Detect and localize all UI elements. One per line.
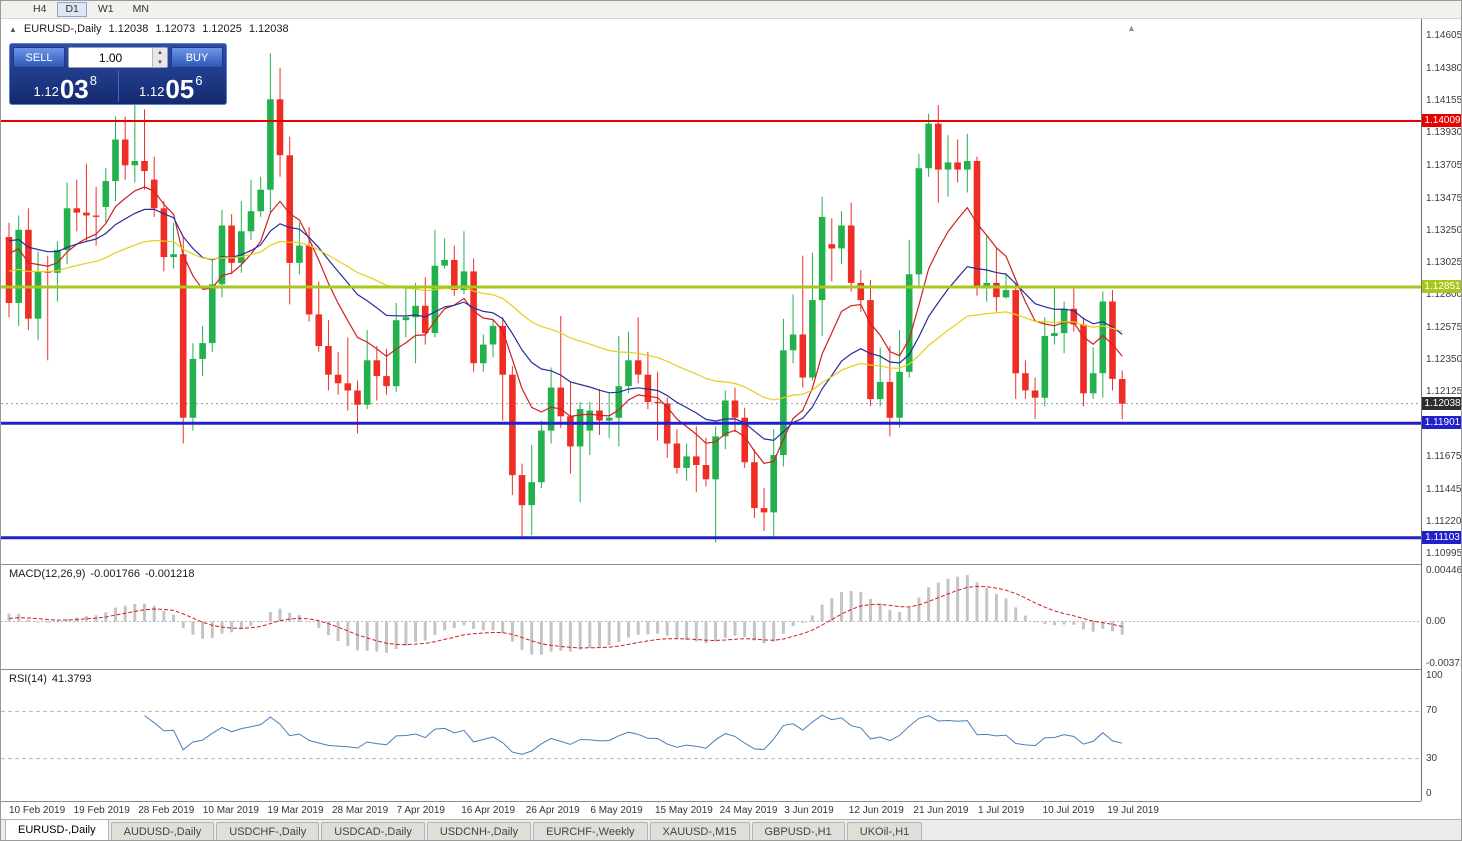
price-axis-label: 0.00 bbox=[1426, 615, 1446, 627]
macd-indicator-label: MACD(12,26,9) -0.001766 -0.001218 bbox=[9, 568, 200, 580]
date-axis-label: 28 Mar 2019 bbox=[332, 805, 389, 816]
price-axis-label: 1.14155 bbox=[1426, 95, 1462, 107]
price-axis-label: 1.13930 bbox=[1426, 127, 1462, 139]
ohlc-low-value: 1.12025 bbox=[202, 23, 242, 35]
rsi-pane[interactable]: RSI(14) 41.3793 bbox=[1, 669, 1421, 801]
buy-price-big: 05 bbox=[165, 73, 195, 104]
sell-price-pipette: 8 bbox=[89, 73, 97, 88]
buy-price-display[interactable]: 1.12 05 6 bbox=[119, 71, 224, 102]
chart-tab-eurusd-daily[interactable]: EURUSD-,Daily bbox=[5, 819, 109, 840]
date-axis-label: 24 May 2019 bbox=[719, 805, 778, 816]
date-axis-label: 10 Mar 2019 bbox=[202, 805, 259, 816]
chart-tab-gbpusd-h1[interactable]: GBPUSD-,H1 bbox=[751, 822, 845, 840]
timeframe-w1-button[interactable]: W1 bbox=[90, 2, 122, 17]
sell-price-prefix: 1.12 bbox=[33, 84, 59, 99]
macd-value-2: -0.001218 bbox=[144, 568, 195, 580]
price-axis-label: 1.11445 bbox=[1426, 483, 1462, 495]
chart-symbol-label: EURUSD-,Daily bbox=[23, 23, 102, 35]
price-axis[interactable]: 1.14605 1.14380 1.14155 1.13930 1.13705 1.134… bbox=[1421, 19, 1462, 801]
rsi-indicator-label: RSI(14) 41.3793 bbox=[9, 673, 97, 685]
volume-spinner: ▴ ▾ bbox=[152, 48, 167, 67]
macd-pane[interactable]: MACD(12,26,9) -0.001766 -0.001218 bbox=[1, 564, 1421, 669]
date-axis-label: 16 Apr 2019 bbox=[461, 805, 516, 816]
price-axis-label: 1.10995 bbox=[1426, 548, 1462, 560]
date-axis-label: 19 Feb 2019 bbox=[73, 805, 130, 816]
chart-tab-xauusd-m15[interactable]: XAUUSD-,M15 bbox=[649, 822, 750, 840]
price-axis-label: 100 bbox=[1426, 670, 1443, 681]
price-axis-label: 0 bbox=[1426, 788, 1432, 799]
price-axis-label: 1.12350 bbox=[1426, 353, 1462, 365]
macd-name: MACD(12,26,9) bbox=[9, 568, 86, 580]
price-axis-label: 1.13250 bbox=[1426, 224, 1462, 236]
timeframe-mn-button[interactable]: MN bbox=[125, 2, 157, 17]
price-axis-label: 1.14380 bbox=[1426, 62, 1462, 74]
price-line-label: 1.14009 bbox=[1422, 113, 1461, 127]
buy-price-prefix: 1.12 bbox=[139, 84, 165, 99]
rsi-value: 41.3793 bbox=[51, 673, 92, 685]
macd-value-1: -0.001766 bbox=[90, 568, 140, 580]
ohlc-close-value: 1.12038 bbox=[248, 23, 289, 35]
date-axis-label: 6 May 2019 bbox=[590, 805, 643, 816]
date-axis-label: 15 May 2019 bbox=[655, 805, 713, 816]
price-axis-label: 0.004465 bbox=[1426, 565, 1462, 577]
price-axis-label: 1.14605 bbox=[1426, 30, 1462, 42]
chart-tab-eurchf-weekly[interactable]: EURCHF-,Weekly bbox=[533, 822, 648, 840]
price-line-label: 1.11901 bbox=[1422, 416, 1461, 430]
sell-price-big: 03 bbox=[59, 73, 89, 104]
chart-tab-usdchf-daily[interactable]: USDCHF-,Daily bbox=[216, 822, 320, 840]
date-axis-label: 26 Apr 2019 bbox=[525, 805, 580, 816]
price-axis-label: -0.003715 bbox=[1426, 657, 1461, 669]
chart-window: ▲ EURUSD-,Daily 1.12038 1.12073 1.12025 … bbox=[1, 19, 1462, 820]
date-axis-label: 10 Jul 2019 bbox=[1042, 805, 1095, 816]
timeframe-h4-button[interactable]: H4 bbox=[25, 2, 54, 17]
spinner-up-icon[interactable]: ▴ bbox=[158, 49, 162, 56]
ohlc-high-value: 1.12073 bbox=[155, 23, 196, 35]
chart-header: ▲ EURUSD-,Daily 1.12038 1.12073 1.12025 … bbox=[9, 23, 289, 35]
spinner-down-icon[interactable]: ▾ bbox=[158, 58, 162, 66]
price-axis-label: 1.12800 bbox=[1426, 289, 1462, 301]
sell-price-display[interactable]: 1.12 03 8 bbox=[13, 71, 119, 102]
price-axis-label: 70 bbox=[1426, 705, 1438, 717]
price-axis-label: 1.13475 bbox=[1426, 192, 1462, 204]
date-axis-label: 28 Feb 2019 bbox=[138, 805, 195, 816]
price-line-label: 1.11103 bbox=[1422, 530, 1461, 544]
price-axis-label: 1.12125 bbox=[1426, 386, 1462, 398]
price-axis-label: 1.13025 bbox=[1426, 257, 1462, 269]
price-chart-pane[interactable]: ▲ EURUSD-,Daily 1.12038 1.12073 1.12025 … bbox=[1, 19, 1421, 564]
date-axis-label: 3 Jun 2019 bbox=[784, 805, 834, 816]
chart-tab-usdcnh-daily[interactable]: USDCNH-,Daily bbox=[426, 822, 532, 840]
sell-button[interactable]: SELL bbox=[13, 47, 65, 68]
rsi-name: RSI(14) bbox=[9, 673, 47, 685]
date-axis-label: 10 Feb 2019 bbox=[9, 805, 66, 816]
price-axis-label: 1.13705 bbox=[1426, 159, 1462, 171]
one-click-trading-panel: SELL ▴ ▾ BUY 1.12038 1.120 bbox=[9, 43, 227, 105]
ohlc-open-value: 1.12038 bbox=[108, 23, 149, 35]
date-axis-label: 1 Jul 2019 bbox=[978, 805, 1025, 816]
date-axis-label: 19 Mar 2019 bbox=[267, 805, 324, 816]
price-line-label: 1.12038 bbox=[1422, 396, 1461, 410]
date-axis-label: 21 Jun 2019 bbox=[913, 805, 969, 816]
chart-tab-usdcad-daily[interactable]: USDCAD-,Daily bbox=[321, 822, 425, 840]
trade-panel-collapse-icon[interactable]: ▲ bbox=[9, 24, 17, 34]
date-axis-label: 19 Jul 2019 bbox=[1107, 805, 1159, 816]
date-axis-label: 12 Jun 2019 bbox=[848, 805, 904, 816]
date-axis-label: 7 Apr 2019 bbox=[396, 805, 445, 816]
chart-tabs-bar: EURUSD-,Daily AUDUSD-,Daily USDCHF-,Daily U… bbox=[1, 819, 1461, 840]
buy-price-pipette: 6 bbox=[195, 73, 203, 88]
chart-tab-ukoil-h1[interactable]: UKOil-,H1 bbox=[846, 822, 923, 840]
buy-button[interactable]: BUY bbox=[171, 47, 223, 68]
timeframe-toolbar: H4 D1 W1 MN bbox=[1, 1, 1461, 19]
price-axis-label: 1.11675 bbox=[1426, 450, 1462, 462]
price-axis-label: 1.11220 bbox=[1426, 515, 1462, 527]
price-axis-label: 30 bbox=[1426, 752, 1438, 764]
price-line-label: 1.12851 bbox=[1422, 280, 1461, 294]
chart-tab-audusd-daily[interactable]: AUDUSD-,Daily bbox=[110, 822, 215, 840]
timeframe-d1-button[interactable]: D1 bbox=[57, 2, 87, 17]
chart-shift-marker-icon[interactable]: ▲ bbox=[1127, 23, 1136, 33]
price-axis-label: 1.12575 bbox=[1426, 321, 1462, 333]
date-axis[interactable]: 10 Feb 2019 19 Feb 2019 28 Feb 2019 10 Mar … bbox=[1, 801, 1421, 820]
volume-control: ▴ ▾ bbox=[68, 47, 168, 68]
volume-input[interactable] bbox=[69, 48, 152, 67]
